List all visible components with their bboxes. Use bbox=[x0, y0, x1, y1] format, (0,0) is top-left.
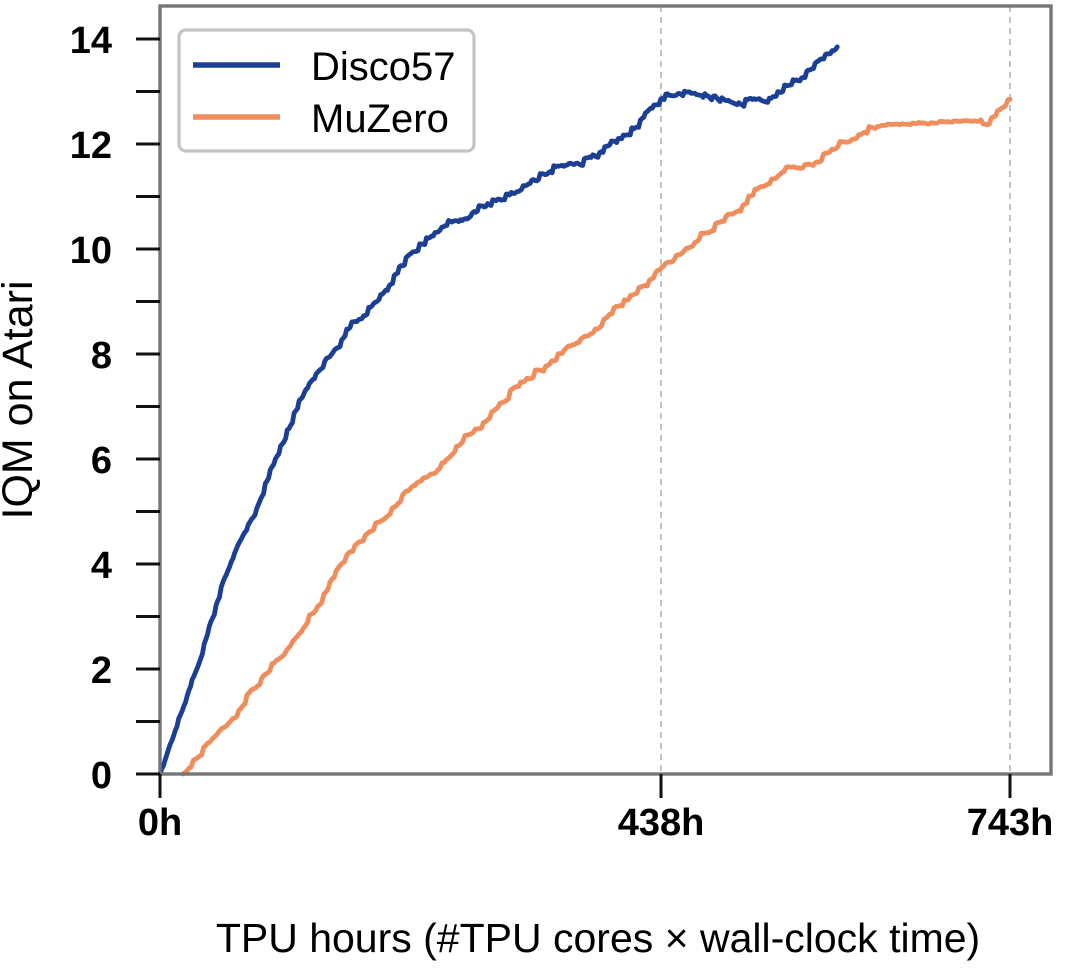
svg-text:MuZero: MuZero bbox=[311, 97, 449, 141]
svg-text:6: 6 bbox=[91, 440, 112, 482]
svg-text:0h: 0h bbox=[138, 802, 182, 844]
svg-text:438h: 438h bbox=[618, 802, 705, 844]
svg-text:4: 4 bbox=[91, 545, 112, 587]
svg-text:8: 8 bbox=[91, 335, 112, 377]
svg-text:743h: 743h bbox=[967, 802, 1054, 844]
svg-text:Disco57: Disco57 bbox=[311, 45, 456, 89]
svg-text:14: 14 bbox=[70, 20, 112, 62]
svg-text:TPU hours (#TPU cores × wall-c: TPU hours (#TPU cores × wall-clock time) bbox=[216, 915, 980, 961]
svg-text:12: 12 bbox=[70, 125, 112, 167]
svg-text:10: 10 bbox=[70, 230, 112, 272]
svg-text:IQM on Atari: IQM on Atari bbox=[0, 281, 42, 520]
svg-text:2: 2 bbox=[91, 650, 112, 692]
svg-text:0: 0 bbox=[91, 755, 112, 797]
